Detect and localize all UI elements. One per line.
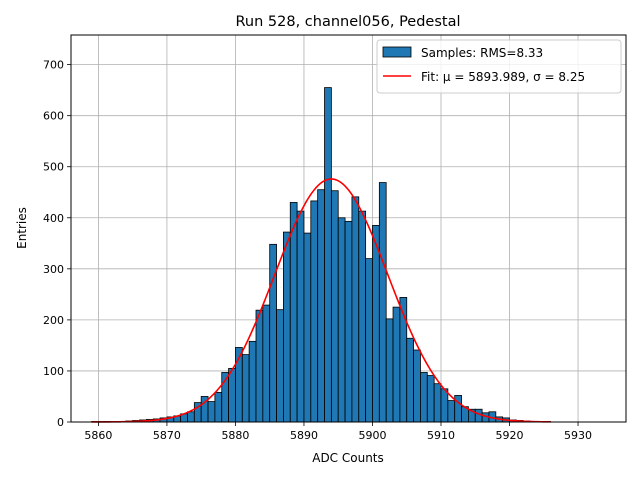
histogram-bar [241, 354, 250, 423]
histogram-bar [310, 200, 319, 423]
x-tick-label: 5910 [427, 429, 455, 442]
y-tick-label: 500 [43, 161, 64, 174]
plot-frame [70, 34, 627, 423]
legend-label-fit: Fit: μ = 5893.989, σ = 8.25 [421, 70, 585, 84]
histogram-bar [344, 220, 353, 423]
x-tick-label: 5890 [290, 429, 318, 442]
histogram-bar [420, 372, 428, 423]
histogram-bar [378, 182, 387, 423]
histogram-bar [433, 383, 442, 423]
y-tick-label: 700 [43, 59, 64, 72]
fit-curve-layer [91, 178, 551, 423]
histogram-bar [248, 340, 257, 423]
y-axis-label: Entries [15, 207, 29, 249]
histogram-bar [187, 411, 195, 423]
histogram-bar [413, 349, 421, 423]
histogram-bar [426, 375, 435, 423]
x-tick-label: 5930 [564, 429, 592, 442]
y-tick-label: 0 [57, 416, 64, 429]
fit-curve [91, 178, 551, 423]
histogram-bar [303, 232, 312, 423]
x-tick-label: 5870 [153, 429, 181, 442]
histogram-bar [358, 210, 367, 423]
y-tick-label: 600 [43, 110, 64, 123]
histogram-bar [262, 304, 271, 423]
chart-title: Run 528, channel056, Pedestal [235, 14, 460, 30]
histogram-bar [440, 388, 449, 423]
histogram-bar [228, 367, 236, 423]
y-tick-label: 300 [43, 263, 64, 276]
histogram-bar [207, 401, 216, 423]
x-tick-label: 5920 [496, 429, 524, 442]
y-axis-ticks: 0 100 200 300 400 500 600 700 [43, 59, 71, 429]
legend-swatch-samples [382, 46, 412, 58]
histogram-bar [255, 309, 264, 423]
x-tick-label: 5880 [221, 429, 249, 442]
y-tick-label: 200 [43, 314, 64, 327]
histogram-bar [474, 408, 483, 423]
x-tick-label: 5900 [358, 429, 386, 442]
histogram-bar [289, 202, 298, 423]
y-tick-label: 400 [43, 212, 64, 225]
histogram-bar [351, 196, 360, 423]
legend-box [376, 39, 622, 94]
histogram-bar [372, 225, 380, 423]
x-axis-ticks: 5860 5870 5880 5890 5900 5910 5920 5930 [84, 422, 592, 442]
x-axis-label: ADC Counts [312, 451, 384, 465]
histogram-bar [324, 87, 332, 423]
histogram-bar [385, 318, 394, 423]
histogram-bar [296, 210, 305, 423]
histogram-bar [392, 306, 401, 423]
histogram-bar [406, 337, 414, 423]
histogram-bar [365, 258, 373, 423]
histogram-bar [447, 400, 456, 423]
histogram-bar [214, 391, 223, 423]
legend-label-samples: Samples: RMS=8.33 [421, 46, 543, 60]
x-tick-label: 5860 [84, 429, 112, 442]
histogram-bar [330, 190, 339, 423]
histogram-bar [337, 217, 346, 423]
legend: Samples: RMS=8.33 Fit: μ = 5893.989, σ =… [376, 39, 622, 94]
histogram-bar [283, 231, 291, 423]
histogram-bar [276, 309, 284, 423]
y-tick-label: 100 [43, 365, 64, 378]
histogram-bar [317, 189, 325, 423]
